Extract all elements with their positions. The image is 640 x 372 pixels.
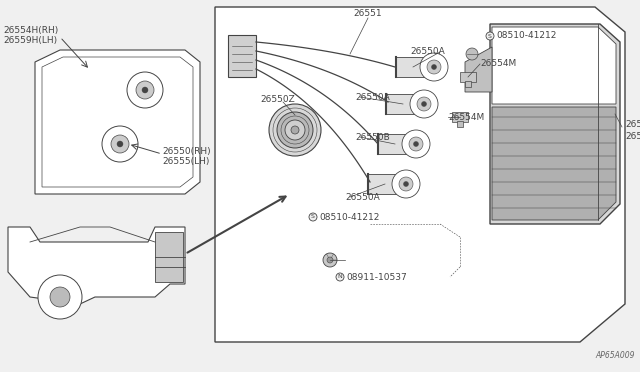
Circle shape xyxy=(336,273,344,281)
Bar xyxy=(465,81,471,87)
Circle shape xyxy=(392,170,420,198)
Bar xyxy=(457,121,463,127)
Circle shape xyxy=(413,141,419,147)
Text: 26555(LH): 26555(LH) xyxy=(162,157,209,166)
Circle shape xyxy=(417,97,431,111)
Circle shape xyxy=(111,135,129,153)
Circle shape xyxy=(50,287,70,307)
Text: 26551: 26551 xyxy=(354,10,382,19)
Polygon shape xyxy=(465,47,492,92)
Text: 26521(RH): 26521(RH) xyxy=(625,119,640,128)
Text: 26554M: 26554M xyxy=(480,60,516,68)
Text: N: N xyxy=(338,275,342,279)
Circle shape xyxy=(127,72,163,108)
Text: 08911-10537: 08911-10537 xyxy=(346,273,407,282)
Circle shape xyxy=(403,182,408,186)
Circle shape xyxy=(410,90,438,118)
Bar xyxy=(396,57,426,77)
Circle shape xyxy=(323,253,337,267)
Polygon shape xyxy=(490,24,620,224)
Circle shape xyxy=(422,102,426,106)
Bar xyxy=(155,232,183,282)
Polygon shape xyxy=(42,57,193,187)
Polygon shape xyxy=(8,227,185,304)
Circle shape xyxy=(117,141,123,147)
Circle shape xyxy=(431,64,436,70)
Text: 26550Z: 26550Z xyxy=(260,96,295,105)
Text: S: S xyxy=(311,215,315,219)
Bar xyxy=(460,72,476,82)
Circle shape xyxy=(309,213,317,221)
Polygon shape xyxy=(492,27,616,104)
Text: 26554H(RH): 26554H(RH) xyxy=(3,26,58,35)
Polygon shape xyxy=(492,107,616,220)
Text: 08510-41212: 08510-41212 xyxy=(496,32,556,41)
Text: 26550A: 26550A xyxy=(410,48,445,57)
Bar xyxy=(452,112,468,122)
Text: 26559H(LH): 26559H(LH) xyxy=(3,35,57,45)
Circle shape xyxy=(327,257,333,263)
Circle shape xyxy=(399,177,413,191)
Text: 08510-41212: 08510-41212 xyxy=(319,212,380,221)
Bar xyxy=(386,94,416,114)
Circle shape xyxy=(102,126,138,162)
Text: AP65A009: AP65A009 xyxy=(595,351,635,360)
Circle shape xyxy=(486,32,494,40)
Text: 26554M: 26554M xyxy=(448,112,484,122)
Circle shape xyxy=(427,60,441,74)
Circle shape xyxy=(269,104,321,156)
Circle shape xyxy=(38,275,82,319)
Circle shape xyxy=(466,48,478,60)
Bar xyxy=(378,134,408,154)
Text: S: S xyxy=(488,33,492,38)
Text: 26526(LH): 26526(LH) xyxy=(625,131,640,141)
Polygon shape xyxy=(35,50,200,194)
Circle shape xyxy=(277,112,313,148)
Circle shape xyxy=(291,126,299,134)
Circle shape xyxy=(402,130,430,158)
Text: 26550A: 26550A xyxy=(345,192,380,202)
Text: 26550A: 26550A xyxy=(355,93,390,102)
Circle shape xyxy=(142,87,148,93)
Bar xyxy=(368,174,398,194)
Circle shape xyxy=(409,137,423,151)
Circle shape xyxy=(285,120,305,140)
Circle shape xyxy=(136,81,154,99)
Circle shape xyxy=(420,53,448,81)
Text: 26550(RH): 26550(RH) xyxy=(162,147,211,156)
Text: 26550B: 26550B xyxy=(355,132,390,141)
Bar xyxy=(228,35,256,77)
Polygon shape xyxy=(215,7,625,342)
